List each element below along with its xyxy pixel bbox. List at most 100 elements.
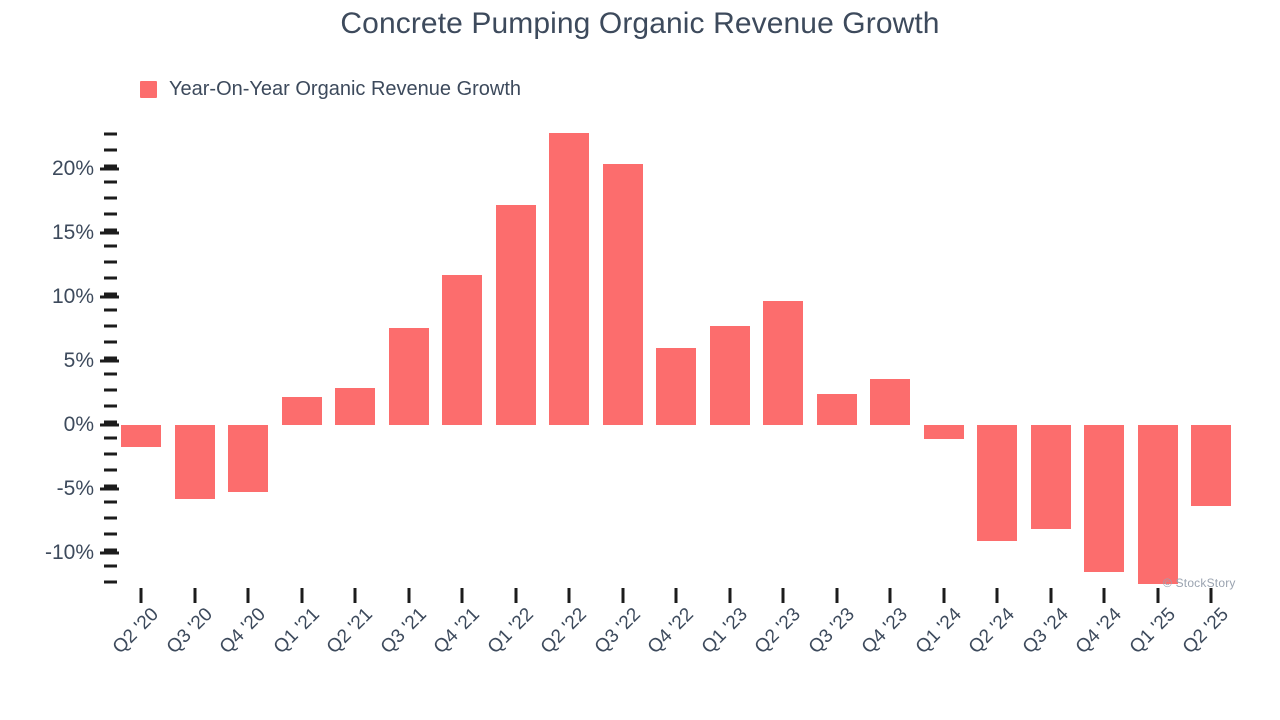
chart-legend: Year-On-Year Organic Revenue Growth bbox=[140, 78, 521, 101]
x-axis-tick bbox=[835, 588, 838, 603]
bar[interactable] bbox=[335, 387, 375, 425]
y-axis-minor-tick bbox=[104, 196, 117, 200]
y-axis-minor-tick bbox=[104, 340, 117, 344]
x-axis-tick-label: Q2 '22 bbox=[536, 604, 591, 659]
y-axis-minor-tick bbox=[104, 420, 117, 424]
x-axis-tick bbox=[888, 588, 892, 603]
bar[interactable] bbox=[923, 425, 964, 440]
x-axis-tick-label: Q1 '22 bbox=[483, 604, 538, 659]
y-axis-tick-label: -10% bbox=[44, 541, 94, 564]
bar[interactable] bbox=[442, 275, 482, 425]
x-axis-tick-label: Q2 '25 bbox=[1178, 604, 1233, 659]
x-axis-tick-label: Q3 '21 bbox=[376, 604, 431, 659]
y-axis-minor-tick bbox=[104, 484, 117, 488]
bar[interactable] bbox=[549, 133, 589, 425]
bar[interactable] bbox=[228, 425, 268, 492]
bar[interactable] bbox=[1191, 425, 1231, 506]
y-axis-tick-label: 5% bbox=[63, 349, 94, 372]
y-axis-minor-tick bbox=[104, 276, 117, 280]
y-axis-minor-tick bbox=[104, 516, 117, 520]
x-axis-tick-label: Q3 '24 bbox=[1018, 604, 1073, 659]
x-axis-tick bbox=[942, 588, 945, 603]
bar[interactable] bbox=[977, 425, 1017, 542]
x-axis-tick bbox=[1209, 588, 1213, 603]
y-axis-minor-tick bbox=[104, 356, 117, 360]
legend-item-label: Year-On-Year Organic Revenue Growth bbox=[169, 78, 522, 100]
y-axis-tick-label: 15% bbox=[51, 221, 94, 244]
bar[interactable] bbox=[709, 326, 750, 425]
x-axis-tick bbox=[460, 588, 464, 603]
y-axis-major-tick bbox=[100, 359, 119, 363]
y-axis-minor-tick bbox=[104, 164, 117, 168]
y-axis-tick-label: 10% bbox=[51, 285, 94, 308]
x-axis-tick-label: Q3 '22 bbox=[590, 604, 645, 659]
x-axis-tick bbox=[621, 588, 624, 603]
y-axis-minor-tick bbox=[104, 468, 117, 472]
x-axis-tick-label: Q2 '20 bbox=[108, 604, 163, 659]
bar[interactable] bbox=[870, 378, 910, 425]
y-axis-minor-tick bbox=[104, 388, 117, 392]
y-axis-minor-tick bbox=[104, 404, 117, 408]
y-axis-minor-tick bbox=[104, 244, 117, 248]
bar[interactable] bbox=[656, 348, 696, 425]
bar[interactable] bbox=[1084, 425, 1124, 573]
y-axis-labels: 20% 15% 10% 5% 0% -5% -10% bbox=[0, 0, 94, 720]
x-axis-tick bbox=[353, 588, 357, 603]
x-axis-tick bbox=[567, 588, 571, 603]
page-title: Concrete Pumping Organic Revenue Growth bbox=[340, 7, 940, 40]
x-axis-tick bbox=[139, 588, 143, 603]
bar[interactable] bbox=[174, 425, 215, 500]
y-axis-minor-tick bbox=[104, 532, 117, 536]
y-axis-tick-label: 20% bbox=[51, 157, 94, 180]
y-axis-major-tick bbox=[100, 423, 119, 427]
x-axis-tick bbox=[300, 588, 303, 603]
y-axis-minor-tick bbox=[104, 228, 117, 232]
y-axis-minor-tick bbox=[104, 180, 117, 184]
x-axis-tick bbox=[1156, 588, 1159, 603]
x-axis-tick bbox=[407, 588, 410, 603]
x-axis-tick-label: Q1 '24 bbox=[911, 604, 966, 659]
y-axis-minor-tick bbox=[104, 500, 117, 504]
y-axis-minor-tick bbox=[104, 324, 117, 328]
x-axis-tick bbox=[995, 588, 999, 603]
x-axis-tick-label: Q1 '25 bbox=[1125, 604, 1180, 659]
x-axis-tick bbox=[514, 588, 517, 603]
x-axis-tick bbox=[781, 588, 785, 603]
y-axis-minor-tick bbox=[104, 372, 117, 376]
y-axis-minor-tick bbox=[104, 436, 117, 440]
y-axis-tick-label: -5% bbox=[56, 477, 94, 500]
y-axis-minor-tick bbox=[104, 308, 117, 312]
bar[interactable] bbox=[121, 425, 161, 447]
y-axis-major-tick bbox=[100, 295, 119, 299]
legend-swatch-icon bbox=[140, 81, 157, 98]
bar[interactable] bbox=[763, 300, 803, 425]
bar[interactable] bbox=[281, 396, 322, 425]
x-axis-tick-label: Q4 '22 bbox=[643, 604, 698, 659]
y-axis-minor-tick bbox=[104, 452, 117, 456]
bar[interactable] bbox=[388, 327, 429, 425]
bar[interactable] bbox=[816, 394, 857, 425]
x-axis-tick-label: Q2 '21 bbox=[322, 604, 377, 659]
x-axis-tick-label: Q4 '21 bbox=[429, 604, 484, 659]
x-axis-tick-label: Q2 '24 bbox=[964, 604, 1019, 659]
y-axis-major-tick bbox=[100, 487, 119, 491]
y-axis-minor-tick bbox=[104, 260, 117, 264]
y-axis-minor-tick bbox=[104, 292, 117, 296]
bar[interactable] bbox=[1137, 425, 1178, 584]
y-axis-major-tick bbox=[100, 167, 119, 171]
y-axis-minor-tick bbox=[104, 148, 117, 152]
bar[interactable] bbox=[1030, 425, 1071, 529]
x-axis-tick-label: Q4 '20 bbox=[215, 604, 270, 659]
x-axis-tick-label: Q3 '20 bbox=[162, 604, 217, 659]
x-axis-tick-label: Q4 '23 bbox=[857, 604, 912, 659]
x-axis-tick bbox=[193, 588, 196, 603]
y-axis-tick-label: 0% bbox=[63, 413, 94, 436]
x-axis-tick bbox=[728, 588, 731, 603]
bar[interactable] bbox=[495, 204, 536, 425]
bar[interactable] bbox=[602, 163, 643, 425]
watermark: © StockStory bbox=[1163, 576, 1236, 590]
x-axis-tick-label: Q4 '24 bbox=[1071, 604, 1126, 659]
y-axis-minor-tick bbox=[104, 212, 117, 216]
